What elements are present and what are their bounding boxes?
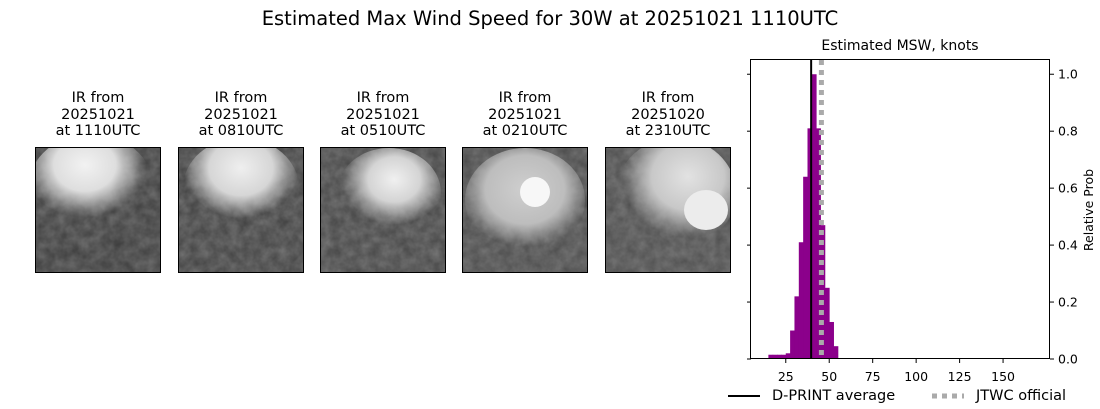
ir-label-date: 20251020 [631, 106, 705, 123]
legend-label: JTWC official [976, 388, 1067, 404]
x-tick-label: 150 [991, 369, 1015, 384]
x-tick-label: 100 [904, 369, 928, 384]
legend-item-average: D-PRINT average [728, 386, 895, 406]
histogram-bar-1 [772, 354, 778, 359]
legend-item-official: JTWC official [932, 386, 1066, 406]
x-tick-label: 75 [865, 369, 881, 384]
y-tick-label: 0.8 [1058, 124, 1078, 139]
ir-label-date: 20251021 [204, 106, 278, 123]
ir-label-line: IR from [214, 90, 268, 106]
ir-panel-label: IR from 20251021 at 0510UTC [320, 90, 446, 140]
ir-label-time: at 0210UTC [482, 123, 568, 139]
histogram-bar-14 [829, 321, 834, 359]
ir-satellite-image [605, 147, 731, 273]
ir-label-time: at 0510UTC [340, 123, 426, 139]
x-tick-label: 125 [948, 369, 972, 384]
ir-label-time: at 1110UTC [55, 123, 141, 139]
ir-satellite-image [320, 147, 446, 273]
histogram-bar-3 [781, 354, 787, 359]
ir-label-line: IR from [641, 90, 695, 106]
ir-panel-label: IR from 20251020 at 2310UTC [605, 90, 731, 140]
histogram-bar-11 [816, 128, 821, 359]
ir-label-line: IR from [356, 90, 410, 106]
ir-label-date: 20251021 [488, 106, 562, 123]
ir-satellite-image [35, 147, 161, 273]
y-tick-label: 0.6 [1058, 181, 1078, 196]
chart-title: Estimated MSW, knots [821, 38, 978, 54]
ir-label-line: IR from [71, 90, 125, 106]
ir-panel: IR from 20251021 at 0810UTC [178, 90, 304, 273]
ir-label-date: 20251021 [61, 106, 135, 123]
histogram-bar-10 [811, 74, 817, 359]
histogram-bar-0 [768, 354, 774, 359]
histogram-bar-15 [833, 346, 839, 359]
ir-panel: IR from 20251020 at 2310UTC [605, 90, 731, 273]
ir-panel: IR from 20251021 at 0210UTC [462, 90, 588, 273]
x-tick-label: 25 [778, 369, 794, 384]
legend-label: D-PRINT average [772, 388, 896, 404]
histogram-bar-5 [790, 330, 795, 359]
y-ticks: 0.0 0.2 0.4 0.6 0.8 1.0 [747, 67, 1078, 367]
histogram-bar-13 [824, 287, 830, 359]
y-tick-label: 1.0 [1058, 67, 1078, 82]
histogram-bar-8 [803, 176, 808, 359]
marker-lines [810, 60, 824, 359]
y-tick-label: 0.2 [1058, 295, 1078, 310]
histogram-bar-9 [807, 128, 813, 359]
ir-satellite-image [462, 147, 588, 273]
ir-label-time: at 0810UTC [198, 123, 284, 139]
histogram-bar-2 [777, 354, 782, 359]
ir-panel: IR from 20251021 at 1110UTC [35, 90, 161, 273]
histogram-bar-7 [798, 242, 804, 359]
bars-group [768, 74, 839, 359]
y-axis-label: Relative Prob [1081, 169, 1096, 251]
y-tick-label: 0.4 [1058, 238, 1078, 253]
histogram-bar-4 [785, 353, 791, 359]
solid-line-swatch [728, 395, 760, 397]
ir-panel-label: IR from 20251021 at 0210UTC [462, 90, 588, 140]
ir-label-date: 20251021 [346, 106, 420, 123]
ir-label-time: at 2310UTC [625, 123, 711, 139]
y-tick-label: 0.0 [1058, 352, 1078, 367]
figure-title: Estimated Max Wind Speed for 30W at 2025… [261, 7, 839, 30]
x-tick-label: 50 [821, 369, 837, 384]
ir-panel: IR from 20251021 at 0510UTC [320, 90, 446, 273]
x-ticks: 25 50 75 100 125 150 [778, 359, 1015, 384]
ir-panel-label: IR from 20251021 at 1110UTC [35, 90, 161, 140]
plot-frame [750, 59, 1050, 359]
legend: D-PRINT average JTWC official [728, 386, 1100, 408]
ir-label-line: IR from [498, 90, 552, 106]
dotted-line-swatch [932, 393, 964, 399]
ir-satellite-image [178, 147, 304, 273]
histogram-bar-6 [794, 296, 800, 359]
ir-panel-label: IR from 20251021 at 0810UTC [178, 90, 304, 140]
